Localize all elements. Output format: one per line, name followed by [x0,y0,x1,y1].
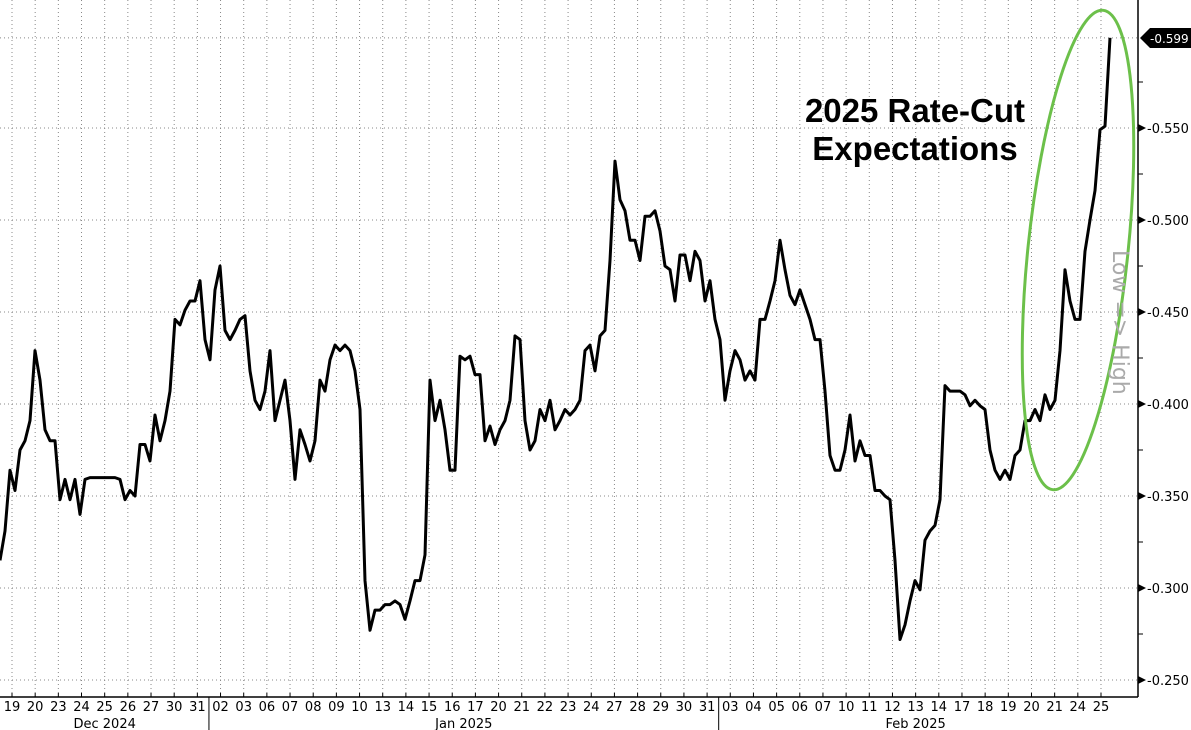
y-tick-arrow [1138,124,1146,132]
x-tick-label: 23 [560,700,577,715]
y-tick-arrow [1138,400,1146,408]
x-tick-label: 21 [513,700,530,715]
x-tick-label: 21 [1046,700,1063,715]
x-tick-label: 30 [166,700,183,715]
y-tick-arrow [1138,308,1146,316]
y-tick-label: -0.250 [1147,674,1189,689]
x-tick-label: 19 [4,700,21,715]
month-label: Jan 2025 [434,717,492,730]
x-tick-label: 10 [838,700,855,715]
x-tick-label: 30 [676,700,693,715]
x-tick-label: 29 [652,700,669,715]
grid [0,0,1138,697]
last-value-label: -0.599 [1150,32,1189,46]
x-axis: 19 20 23 24 25 26 27 30 31 02 03 06 07 08 09 10 13 14 15 16… [0,693,1138,730]
y-tick-label: -0.300 [1147,582,1189,597]
x-tick-label: 20 [490,700,507,715]
y-axis: -0.250 -0.300 -0.350 -0.400 -0.450 -0.500 -0.5… [1137,0,1189,697]
x-tick-label: 10 [351,700,368,715]
x-tick-label: 12 [884,700,901,715]
x-tick-label: 28 [629,700,646,715]
x-tick-label: 04 [745,700,762,715]
x-tick-label: 06 [792,700,809,715]
x-tick-label: 05 [768,700,785,715]
x-tick-label: 07 [815,700,832,715]
x-tick-label: 18 [977,700,994,715]
x-tick-label: 24 [583,700,600,715]
x-tick-label: 20 [1023,700,1040,715]
y-tick-label: -0.450 [1147,306,1189,321]
y-tick-arrow [1138,216,1146,224]
annotation: 2025 Rate-Cut Expectations [760,92,1070,168]
month-label: Feb 2025 [886,717,946,730]
x-tick-label: 02 [212,700,229,715]
x-tick-label: 09 [328,700,345,715]
y-tick-label: -0.400 [1147,398,1189,413]
y-tick-arrow [1138,492,1146,500]
x-tick-label: 14 [931,700,948,715]
y-tick-arrow [1138,676,1146,684]
series-line [0,37,1112,641]
x-tick-label: 08 [305,700,322,715]
highlight-ellipse [1020,8,1136,492]
x-tick-label: 22 [537,700,554,715]
y-tick-label: -0.500 [1147,214,1189,229]
x-tick-label: 03 [235,700,252,715]
x-tick-label: 24 [1070,700,1087,715]
x-tick-label: 14 [398,700,415,715]
x-tick-label: 23 [50,700,67,715]
y-tick-label: -0.350 [1147,490,1189,505]
y-axis-label: Low => High [1107,250,1132,395]
x-tick-label: 25 [1093,700,1110,715]
x-tick-label: 27 [143,700,160,715]
x-tick-label: 25 [96,700,113,715]
x-tick-label: 13 [907,700,924,715]
y-tick-label: -0.550 [1147,122,1189,137]
annotation-line-2: Expectations [812,130,1018,167]
x-tick-label: 03 [722,700,739,715]
x-tick-label: 19 [1000,700,1017,715]
y-tick-arrow [1138,584,1146,592]
x-tick-label: 07 [282,700,299,715]
x-tick-label: 17 [954,700,971,715]
x-tick-label: 06 [259,700,276,715]
x-tick-label: 26 [120,700,137,715]
x-tick-label: 20 [27,700,44,715]
x-tick-label: 15 [421,700,438,715]
x-tick-label: 31 [699,700,716,715]
last-value-badge: -0.599 [1140,28,1191,48]
x-tick-label: 31 [189,700,206,715]
month-label: Dec 2024 [73,717,135,730]
x-tick-label: 27 [606,700,623,715]
x-tick-label: 16 [444,700,461,715]
annotation-line-1: 2025 Rate-Cut [804,92,1026,129]
x-tick-label: 24 [73,700,90,715]
x-tick-label: 17 [467,700,484,715]
x-tick-label: 13 [374,700,391,715]
x-tick-label: 11 [861,700,878,715]
